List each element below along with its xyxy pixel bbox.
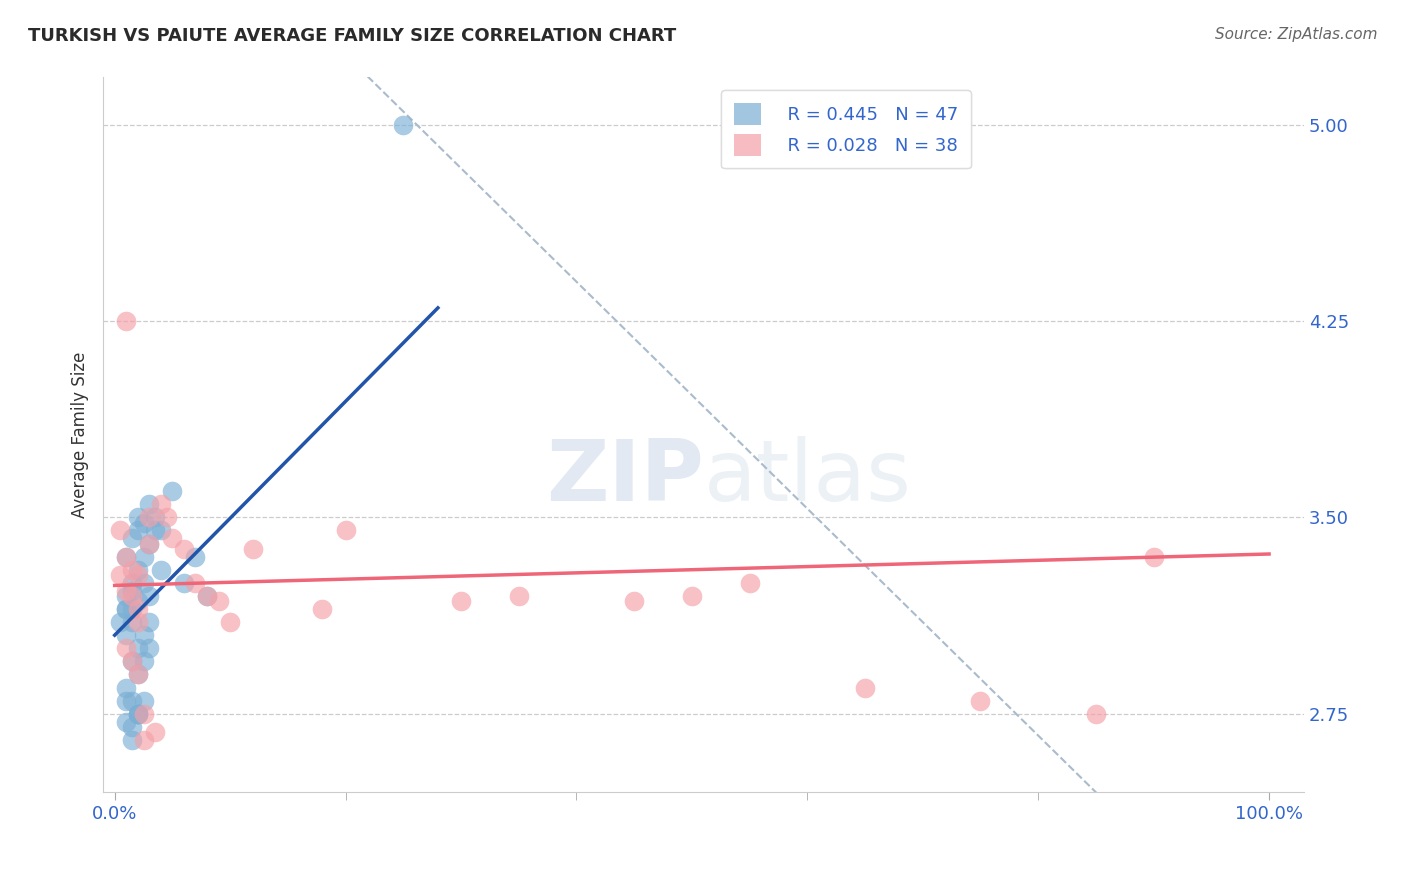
Point: [162, 484, 184, 499]
Point: [132, 516, 155, 530]
Point: [335, 524, 357, 538]
Point: [969, 693, 991, 707]
Point: [681, 589, 703, 603]
Y-axis label: Average Family Size: Average Family Size: [72, 351, 89, 518]
Legend:   R = 0.445   N = 47,   R = 0.028   N = 38: R = 0.445 N = 47, R = 0.028 N = 38: [721, 90, 970, 169]
Point: [121, 720, 143, 734]
Point: [195, 589, 218, 603]
Point: [127, 594, 149, 608]
Point: [115, 602, 138, 616]
Point: [853, 681, 876, 695]
Point: [115, 693, 138, 707]
Point: [138, 510, 160, 524]
Point: [110, 615, 132, 629]
Point: [127, 568, 149, 582]
Point: [110, 568, 132, 582]
Point: [149, 497, 172, 511]
Point: [143, 510, 166, 524]
Point: [121, 589, 143, 603]
Point: [121, 602, 143, 616]
Text: TURKISH VS PAIUTE AVERAGE FAMILY SIZE CORRELATION CHART: TURKISH VS PAIUTE AVERAGE FAMILY SIZE CO…: [28, 27, 676, 45]
Point: [156, 510, 179, 524]
Point: [121, 583, 143, 598]
Point: [132, 706, 155, 721]
Point: [121, 733, 143, 747]
Point: [143, 725, 166, 739]
Point: [311, 602, 333, 616]
Point: [132, 575, 155, 590]
Point: [138, 615, 160, 629]
Point: [132, 549, 155, 564]
Point: [184, 549, 207, 564]
Point: [138, 536, 160, 550]
Text: Source: ZipAtlas.com: Source: ZipAtlas.com: [1215, 27, 1378, 42]
Point: [127, 706, 149, 721]
Point: [138, 589, 160, 603]
Point: [121, 563, 143, 577]
Text: atlas: atlas: [703, 436, 911, 519]
Point: [127, 602, 149, 616]
Point: [127, 706, 149, 721]
Point: [115, 583, 138, 598]
Point: [242, 541, 264, 556]
Point: [173, 575, 195, 590]
Point: [162, 531, 184, 545]
Point: [127, 524, 149, 538]
Point: [110, 524, 132, 538]
Point: [115, 549, 138, 564]
Point: [184, 575, 207, 590]
Point: [115, 549, 138, 564]
Point: [138, 497, 160, 511]
Point: [127, 510, 149, 524]
Point: [127, 667, 149, 681]
Point: [207, 594, 229, 608]
Point: [121, 654, 143, 668]
Point: [173, 541, 195, 556]
Point: [392, 118, 415, 132]
Point: [127, 563, 149, 577]
Point: [121, 575, 143, 590]
Point: [508, 589, 530, 603]
Point: [149, 563, 172, 577]
Point: [132, 693, 155, 707]
Point: [127, 706, 149, 721]
Point: [623, 594, 645, 608]
Point: [115, 314, 138, 328]
Point: [138, 536, 160, 550]
Point: [1084, 706, 1107, 721]
Point: [195, 589, 218, 603]
Point: [115, 628, 138, 642]
Point: [738, 575, 761, 590]
Point: [115, 714, 138, 729]
Text: ZIP: ZIP: [546, 436, 703, 519]
Point: [127, 641, 149, 656]
Point: [115, 589, 138, 603]
Point: [127, 667, 149, 681]
Point: [115, 602, 138, 616]
Point: [149, 524, 172, 538]
Point: [121, 693, 143, 707]
Point: [143, 524, 166, 538]
Point: [127, 615, 149, 629]
Point: [132, 733, 155, 747]
Point: [219, 615, 242, 629]
Point: [121, 531, 143, 545]
Point: [121, 615, 143, 629]
Point: [138, 641, 160, 656]
Point: [132, 654, 155, 668]
Point: [121, 654, 143, 668]
Point: [132, 628, 155, 642]
Point: [115, 681, 138, 695]
Point: [1143, 549, 1166, 564]
Point: [450, 594, 472, 608]
Point: [115, 641, 138, 656]
